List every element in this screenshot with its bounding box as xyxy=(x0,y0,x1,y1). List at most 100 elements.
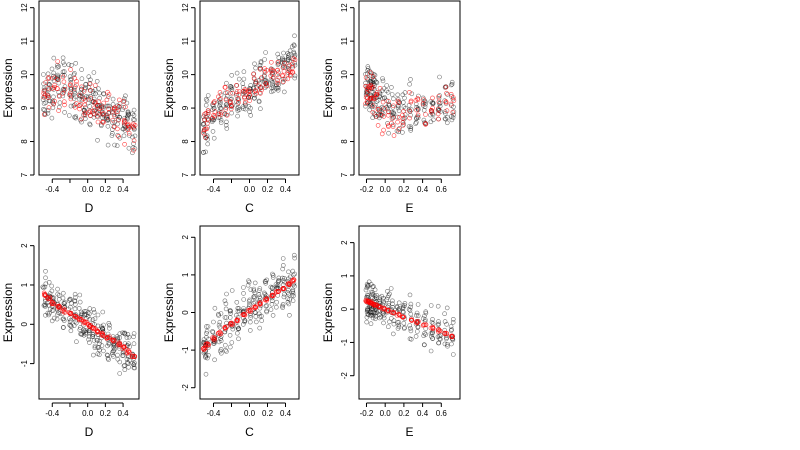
observed-point xyxy=(420,95,426,101)
plot-box xyxy=(358,0,461,176)
observed-point xyxy=(386,293,392,299)
observed-point xyxy=(372,316,378,322)
fitted-point xyxy=(400,119,406,125)
observed-point xyxy=(218,120,224,125)
observed-point xyxy=(445,92,450,97)
observed-point xyxy=(81,327,86,333)
fitted-point xyxy=(288,69,293,75)
fitted-point xyxy=(451,98,457,103)
fitted-point xyxy=(105,115,110,120)
observed-point xyxy=(290,268,296,274)
fitted-point xyxy=(224,90,230,95)
observed-point xyxy=(282,279,287,285)
observed-point xyxy=(85,314,91,319)
fitted-point xyxy=(245,90,251,95)
fitted-series xyxy=(41,290,138,360)
observed-point xyxy=(204,324,209,329)
observed-point xyxy=(450,336,455,342)
observed-point xyxy=(276,278,282,284)
fitted-point xyxy=(242,312,248,318)
fitted-point xyxy=(388,309,394,315)
fitted-point xyxy=(379,131,385,137)
observed-point xyxy=(372,287,378,293)
observed-point xyxy=(217,319,223,325)
x-tick-label: 0.4 xyxy=(280,185,292,194)
fitted-point xyxy=(111,337,116,343)
observed-point xyxy=(227,332,233,338)
fitted-series xyxy=(363,297,455,340)
observed-point xyxy=(66,316,72,321)
observed-point xyxy=(117,371,122,376)
observed-point xyxy=(69,324,74,329)
fitted-point xyxy=(258,91,263,96)
fitted-point xyxy=(112,105,117,110)
observed-point xyxy=(121,363,127,369)
observed-point xyxy=(235,330,240,336)
observed-point xyxy=(55,310,61,316)
observed-point xyxy=(380,311,386,316)
observed-point xyxy=(389,92,395,97)
fitted-point xyxy=(234,83,239,88)
fitted-point xyxy=(279,72,285,78)
observed-point xyxy=(280,256,286,261)
observed-point xyxy=(292,33,297,39)
plot-box xyxy=(199,0,300,176)
observed-point xyxy=(224,291,229,297)
y-tick-label: 0 xyxy=(20,322,29,327)
observed-point xyxy=(252,95,257,101)
fitted-point xyxy=(413,98,419,103)
observed-point xyxy=(86,337,91,342)
observed-point xyxy=(68,77,73,83)
fitted-point xyxy=(104,335,109,341)
observed-point xyxy=(428,112,433,118)
observed-point xyxy=(41,303,47,308)
fitted-point xyxy=(93,99,98,105)
observed-point xyxy=(235,113,240,119)
x-tick-label: -0.4 xyxy=(45,409,59,418)
fitted-point xyxy=(110,338,116,343)
observed-point xyxy=(449,327,455,332)
observed-point xyxy=(203,353,209,358)
fitted-point xyxy=(290,279,295,284)
observed-point xyxy=(280,80,286,85)
fitted-point xyxy=(77,316,82,322)
observed-point xyxy=(430,317,435,322)
observed-point xyxy=(269,298,275,304)
y-tick-label: 1 xyxy=(181,272,190,277)
observed-point xyxy=(130,360,135,366)
observed-point xyxy=(60,325,66,330)
observed-point xyxy=(428,348,434,354)
observed-point xyxy=(241,285,246,290)
observed-point xyxy=(228,90,233,96)
observed-point xyxy=(413,334,419,339)
fitted-point xyxy=(444,108,450,113)
observed-point xyxy=(290,272,296,278)
fitted-point xyxy=(286,282,292,288)
fitted-point xyxy=(217,329,223,335)
fitted-point xyxy=(205,341,211,347)
y-tick-label: 12 xyxy=(181,3,190,12)
fitted-point xyxy=(415,97,421,102)
observed-point xyxy=(100,309,106,315)
observed-point xyxy=(90,91,96,96)
observed-point xyxy=(422,342,427,348)
observed-point xyxy=(131,334,136,340)
observed-point xyxy=(442,319,448,324)
observed-point xyxy=(72,114,77,120)
fitted-point xyxy=(81,89,87,94)
fitted-point xyxy=(205,121,210,126)
y-tick-label: 10 xyxy=(20,70,29,79)
fitted-point xyxy=(216,94,221,100)
observed-point xyxy=(72,291,78,297)
fitted-point xyxy=(92,100,97,106)
x-tick-label: -0.2 xyxy=(360,185,374,194)
observed-point xyxy=(402,90,408,95)
observed-point xyxy=(408,326,413,331)
observed-point xyxy=(125,332,131,337)
x-axis-title: E xyxy=(405,425,413,439)
observed-point xyxy=(112,142,117,148)
observed-point xyxy=(230,326,236,332)
observed-point xyxy=(228,308,233,314)
fitted-point xyxy=(83,98,88,103)
y-tick-label: 2 xyxy=(340,240,349,245)
